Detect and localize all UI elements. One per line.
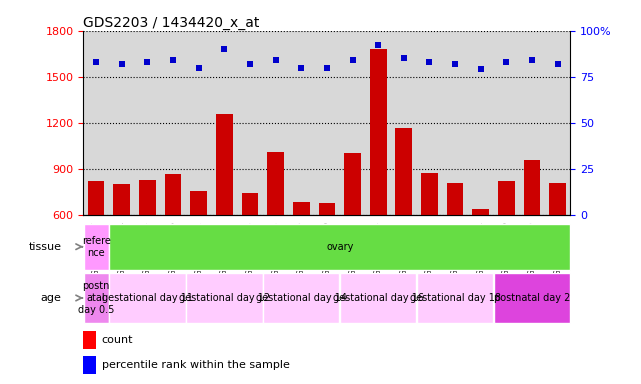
Bar [421, 173, 438, 215]
Bar [83, 331, 96, 349]
Bar [263, 273, 340, 323]
Text: GDS2203 / 1434420_x_at: GDS2203 / 1434420_x_at [83, 16, 260, 30]
Bar [113, 184, 130, 215]
Bar [447, 183, 463, 215]
Bar [319, 203, 335, 215]
Bar [242, 193, 258, 215]
Bar [370, 49, 387, 215]
Bar [186, 273, 263, 323]
Text: age: age [40, 293, 62, 303]
Bar [216, 114, 233, 215]
Text: gestational day 16: gestational day 16 [333, 293, 424, 303]
Text: postnatal day 2: postnatal day 2 [494, 293, 570, 303]
Bar [344, 153, 361, 215]
Bar [109, 273, 186, 323]
Text: refere
nce: refere nce [81, 236, 111, 258]
Bar [395, 128, 412, 215]
Bar [83, 273, 109, 323]
Bar [88, 181, 104, 215]
Bar [417, 273, 494, 323]
Text: gestational day 11: gestational day 11 [102, 293, 193, 303]
Bar [472, 209, 489, 215]
Bar [494, 273, 570, 323]
Bar [83, 223, 109, 270]
Bar [524, 160, 540, 215]
Text: tissue: tissue [28, 242, 62, 252]
Bar [498, 181, 515, 215]
Text: postn
atal
day 0.5: postn atal day 0.5 [78, 281, 114, 314]
Text: count: count [102, 335, 133, 345]
Text: percentile rank within the sample: percentile rank within the sample [102, 360, 290, 370]
Text: gestational day 14: gestational day 14 [256, 293, 347, 303]
Bar [267, 152, 284, 215]
Text: gestational day 12: gestational day 12 [179, 293, 270, 303]
Bar [340, 273, 417, 323]
Bar [190, 191, 207, 215]
Text: ovary: ovary [326, 242, 353, 252]
Bar [165, 174, 181, 215]
Bar [83, 356, 96, 374]
Bar [549, 183, 566, 215]
Bar [139, 180, 156, 215]
Bar [293, 202, 310, 215]
Text: gestational day 18: gestational day 18 [410, 293, 501, 303]
